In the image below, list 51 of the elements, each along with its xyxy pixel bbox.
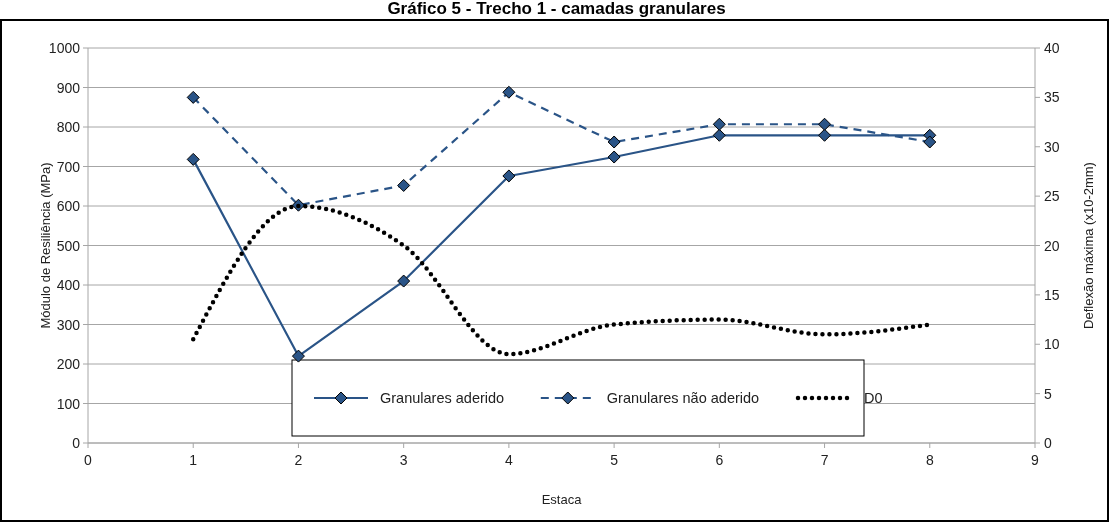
y-tick-label: 700 xyxy=(56,158,81,175)
y2-tick-label: 20 xyxy=(1044,237,1060,254)
y-tick-label: 1000 xyxy=(48,40,81,56)
y2-tick-label: 30 xyxy=(1044,138,1060,155)
x-tick-label: 6 xyxy=(715,452,724,468)
point xyxy=(397,274,411,288)
x-tick-label: 1 xyxy=(189,452,198,468)
x-tick-label: 9 xyxy=(1031,452,1040,468)
point xyxy=(712,128,726,142)
y2-tick-label: 35 xyxy=(1044,89,1060,106)
point xyxy=(923,135,937,149)
point xyxy=(291,349,305,363)
y2-tick-label: 0 xyxy=(1044,435,1052,451)
point xyxy=(607,135,621,149)
y-tick-label: 600 xyxy=(56,198,81,214)
point xyxy=(607,150,621,164)
legend-label: D0 xyxy=(864,390,883,406)
point xyxy=(502,85,516,99)
chart-title: Gráfico 5 - Trecho 1 - camadas granulares xyxy=(387,0,726,18)
legend-label: Granulares não aderido xyxy=(606,390,760,406)
x-tick-label: 8 xyxy=(925,452,934,468)
x-tick-label: 4 xyxy=(504,452,513,468)
point xyxy=(818,128,832,142)
y2-tick-label: 10 xyxy=(1044,336,1060,353)
y-axis-title: Módulo de Resiliência (MPa) xyxy=(38,162,53,329)
y-tick-label: 400 xyxy=(56,277,81,293)
x-tick-label: 7 xyxy=(820,452,829,468)
y-tick-label: 200 xyxy=(56,356,81,372)
y2-axis-title: Deflexão máxima (x10-2mm) xyxy=(1081,162,1096,329)
legend-label: Granulares aderido xyxy=(380,390,505,406)
point xyxy=(186,90,200,104)
y-tick-label: 900 xyxy=(56,79,81,96)
point xyxy=(712,117,726,131)
x-tick-label: 2 xyxy=(294,452,303,468)
point xyxy=(502,169,516,183)
point xyxy=(397,178,411,192)
y2-tick-label: 40 xyxy=(1044,40,1060,56)
y2-tick-label: 5 xyxy=(1044,385,1052,402)
y2-tick-label: 15 xyxy=(1044,286,1060,303)
point xyxy=(186,152,200,166)
y-tick-label: 100 xyxy=(56,395,81,412)
point xyxy=(818,117,832,131)
x-tick-label: 5 xyxy=(610,452,619,468)
x-tick-label: 3 xyxy=(399,452,408,468)
y-tick-label: 800 xyxy=(56,119,81,135)
x-tick-label: 0 xyxy=(84,452,93,468)
y-tick-label: 500 xyxy=(56,237,81,254)
y2-tick-label: 25 xyxy=(1044,188,1060,205)
x-axis-title: Estaca xyxy=(541,492,583,507)
y-tick-label: 0 xyxy=(72,435,81,451)
y-tick-label: 300 xyxy=(56,316,81,333)
